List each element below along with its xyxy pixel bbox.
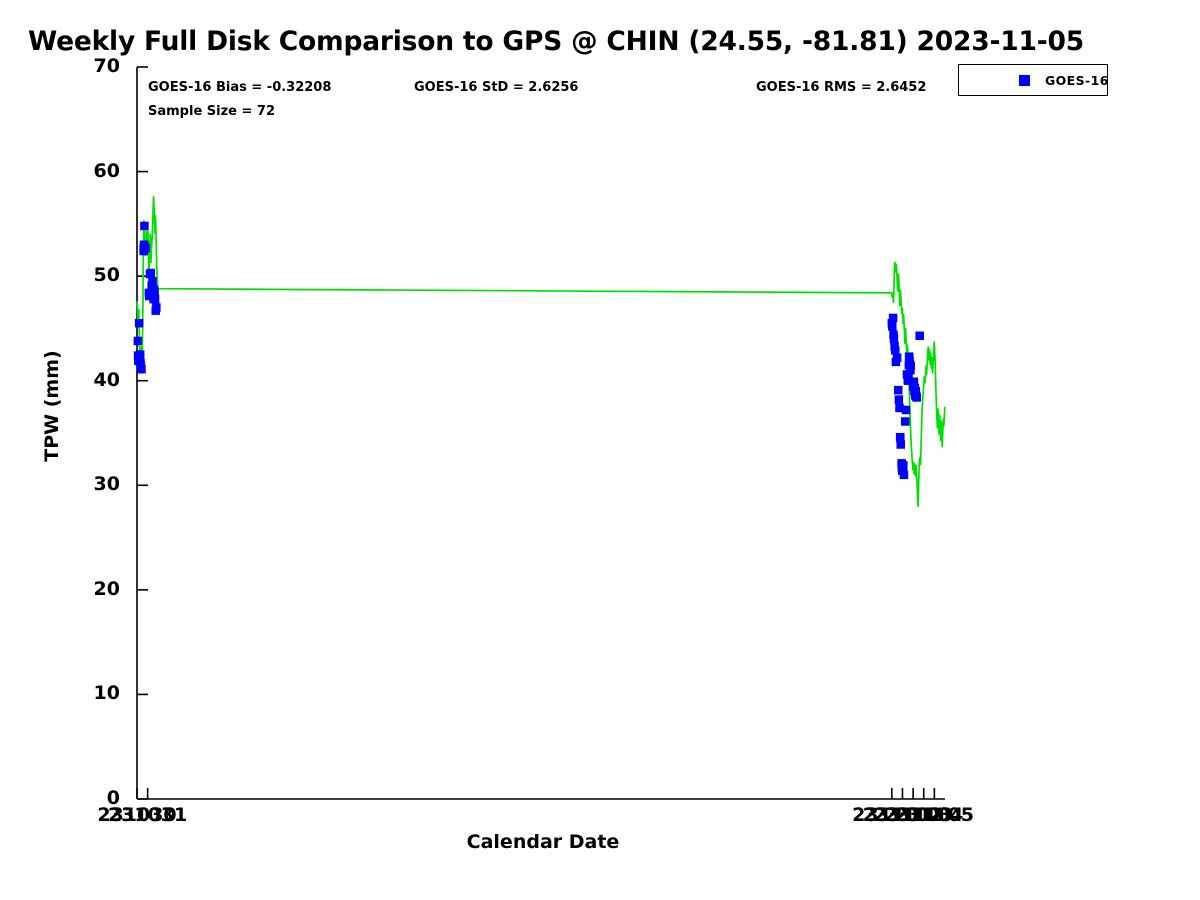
x-tick-label: 231101	[852, 804, 932, 826]
data-point	[911, 386, 921, 396]
y-axis-title: TPW (mm)	[41, 350, 63, 462]
x-axis-tick-labels: 231030 231031 231101 231102 231103 231104 2311…	[0, 806, 1200, 846]
y-tick-label: 20	[93, 577, 120, 600]
y-tick-label: 0	[106, 787, 120, 809]
data-point	[888, 313, 898, 323]
y-tick-label: 30	[93, 473, 120, 496]
data-point	[909, 377, 919, 387]
data-point	[137, 364, 146, 374]
data-point	[150, 288, 159, 298]
data-point	[893, 385, 903, 395]
data-point	[889, 334, 899, 344]
data-point	[890, 346, 900, 355]
stat-sample-size: Sample Size = 72	[148, 104, 276, 119]
y-axis-tick-labels: 0 10 20 30 40 50 60 70	[64, 0, 120, 900]
stat-rms: GOES-16 RMS = 2.6452	[756, 80, 927, 95]
x-tick-label: 231104	[884, 804, 964, 826]
data-point	[146, 268, 156, 278]
gps-line	[136, 195, 946, 508]
data-point	[133, 336, 143, 346]
goes16-scatter-series	[133, 221, 924, 480]
data-point	[152, 303, 161, 312]
axis-lines	[136, 67, 945, 800]
data-point	[896, 433, 905, 443]
legend-swatch-goes16	[1019, 75, 1030, 86]
x-axis-ticks	[136, 788, 936, 799]
x-tick-label: 231031	[107, 804, 188, 826]
x-tick-label: 231030	[97, 804, 177, 826]
page-title: Weekly Full Disk Comparison to GPS @ CHI…	[28, 26, 1085, 57]
data-point	[906, 361, 916, 371]
data-point	[145, 291, 154, 301]
data-point	[140, 221, 149, 231]
data-point	[894, 395, 904, 404]
stat-bias: GOES-16 Bias = -0.32208	[148, 80, 332, 95]
data-point	[141, 243, 150, 253]
data-point	[900, 417, 910, 426]
data-point	[135, 350, 145, 359]
legend-label-goes16: GOES-16	[1045, 73, 1109, 88]
stat-std: GOES-16 StD = 2.6256	[414, 80, 579, 95]
data-point	[895, 403, 904, 413]
data-point	[915, 331, 924, 340]
gps-line-series	[136, 195, 946, 508]
data-point	[901, 405, 911, 415]
x-tick-label: 231103	[873, 804, 953, 826]
y-tick-label: 50	[93, 264, 120, 287]
data-point	[150, 294, 160, 304]
y-axis-ticks	[137, 66, 148, 800]
x-axis-title: Calendar Date	[466, 831, 620, 853]
y-tick-label: 60	[93, 159, 120, 182]
data-point	[899, 461, 908, 470]
x-tick-label: 231102	[862, 804, 943, 826]
x-tick-label: 231105	[894, 804, 975, 826]
y-tick-label: 10	[93, 682, 120, 705]
data-point	[888, 322, 897, 331]
data-point	[148, 277, 157, 286]
data-point	[912, 393, 921, 402]
y-tick-label: 40	[93, 368, 120, 391]
data-point	[896, 440, 906, 449]
data-point	[904, 372, 913, 381]
legend: GOES-16	[958, 64, 1108, 96]
data-point	[134, 318, 144, 328]
y-tick-label: 70	[93, 55, 120, 77]
data-point	[899, 470, 909, 480]
data-point	[892, 353, 902, 362]
